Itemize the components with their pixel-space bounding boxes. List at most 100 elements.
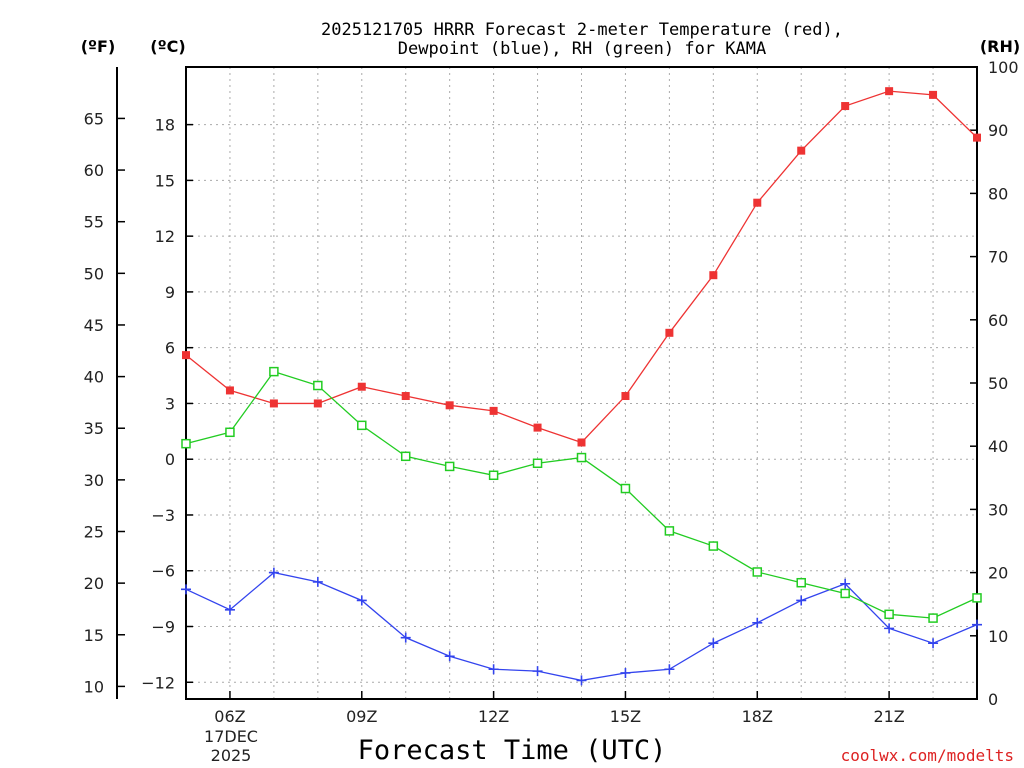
dewpoint-point <box>444 651 455 662</box>
fahrenheit-tick-label: 35 <box>84 419 104 438</box>
rh-point <box>664 526 675 536</box>
celsius-tick-label: 9 <box>165 283 175 302</box>
rh-point <box>840 588 850 599</box>
rh-point <box>972 593 982 603</box>
dewpoint-point <box>708 638 719 649</box>
data-series <box>181 87 982 686</box>
dewpoint-point <box>532 666 543 677</box>
celsius-tick-label: 0 <box>165 450 175 469</box>
celsius-tick-label: 6 <box>165 339 175 358</box>
celsius-tick-label: 15 <box>155 171 175 190</box>
dewpoint-point <box>488 664 499 675</box>
celsius-unit-label: (ºC) <box>150 37 185 56</box>
rh-point <box>576 452 587 463</box>
temperature-point <box>577 438 586 447</box>
rh-point <box>225 427 235 438</box>
temperature-point <box>665 328 674 337</box>
temperature-point <box>885 87 894 96</box>
rh-unit-label: (RH) <box>980 37 1020 56</box>
x-tick-label: 18Z <box>742 707 773 726</box>
rh-point <box>400 451 411 462</box>
fahrenheit-tick-label: 40 <box>84 368 104 387</box>
axes: 10 15 20 25 30 35 40 45 50 55 60 65 −12 −9 −6 −3 0 3 6 9 12 1… <box>84 58 1019 726</box>
rh-point <box>488 470 499 481</box>
rh-tick-label: 90 <box>988 121 1008 140</box>
temperature-point <box>621 392 630 401</box>
grid-lines <box>186 67 977 699</box>
rh-point <box>444 461 455 472</box>
dewpoint-point <box>796 595 807 606</box>
rh-point <box>928 613 938 623</box>
fahrenheit-tick-label: 45 <box>84 316 104 335</box>
fahrenheit-tick-label: 50 <box>84 264 104 283</box>
rh-tick-label: 20 <box>988 564 1008 583</box>
x-tick-label: 21Z <box>873 707 904 726</box>
x-axis-label: Forecast Time (UTC) <box>358 735 667 766</box>
rh-point <box>269 366 279 377</box>
x-tick-label: 15Z <box>610 707 641 726</box>
dewpoint-point <box>752 617 763 628</box>
temperature-point <box>841 102 850 111</box>
temperature-point <box>973 133 981 142</box>
temperature-point <box>533 423 542 432</box>
rh-point <box>620 483 631 494</box>
fahrenheit-tick-label: 25 <box>84 522 104 541</box>
rh-point <box>181 438 191 449</box>
rh-tick-label: 0 <box>988 690 998 709</box>
dewpoint-point <box>620 667 631 678</box>
rh-tick-label: 70 <box>988 248 1008 267</box>
dewpoint-point <box>840 578 851 589</box>
rh-point <box>752 567 763 577</box>
celsius-tick-label: −6 <box>151 562 175 581</box>
date-label-day: 17DEC <box>204 727 258 746</box>
temperature-point <box>709 271 718 280</box>
rh-point <box>313 380 323 391</box>
rh-point <box>884 609 894 620</box>
rh-point <box>357 420 367 431</box>
temperature-point <box>753 198 762 207</box>
fahrenheit-tick-label: 15 <box>84 626 104 645</box>
credit-link[interactable]: coolwx.com/modelts <box>841 746 1014 765</box>
fahrenheit-tick-label: 60 <box>84 161 104 180</box>
celsius-tick-label: 3 <box>165 394 175 413</box>
rh-tick-label: 50 <box>988 374 1008 393</box>
celsius-tick-label: −9 <box>151 618 175 637</box>
celsius-tick-label: 18 <box>155 116 175 135</box>
fahrenheit-tick-label: 65 <box>84 109 104 128</box>
temperature-point <box>269 399 278 408</box>
dewpoint-point <box>928 638 939 649</box>
dewpoint-point <box>224 604 235 615</box>
temperature-point <box>182 351 190 360</box>
celsius-tick-label: −3 <box>151 506 175 525</box>
fahrenheit-tick-label: 10 <box>84 677 104 696</box>
x-tick-label: 12Z <box>478 707 509 726</box>
rh-tick-label: 10 <box>988 627 1008 646</box>
chart-title-line-1: 2025121705 HRRR Forecast 2-meter Tempera… <box>321 20 843 40</box>
fahrenheit-tick-label: 20 <box>84 574 104 593</box>
temperature-point <box>401 392 410 401</box>
dewpoint-point <box>400 632 411 643</box>
rh-tick-label: 80 <box>988 184 1008 203</box>
fahrenheit-tick-label: 30 <box>84 471 104 490</box>
rh-tick-label: 30 <box>988 500 1008 519</box>
celsius-tick-label: 12 <box>155 227 175 246</box>
rh-tick-label: 40 <box>988 437 1008 456</box>
dewpoint-point <box>884 623 895 634</box>
temperature-point <box>489 406 498 415</box>
x-tick-label: 06Z <box>214 707 245 726</box>
dewpoint-point <box>972 619 982 630</box>
dewpoint-point <box>356 595 367 606</box>
temperature-point <box>313 399 322 408</box>
fahrenheit-unit-label: (ºF) <box>81 37 116 56</box>
fahrenheit-tick-label: 55 <box>84 213 104 232</box>
temperature-point <box>225 386 234 395</box>
rh-tick-label: 60 <box>988 311 1008 330</box>
rh-tick-label: 100 <box>988 58 1019 77</box>
celsius-tick-label: −12 <box>141 673 175 692</box>
dewpoint-point <box>268 567 279 578</box>
dewpoint-point <box>312 576 323 587</box>
temperature-point <box>929 90 938 99</box>
temperature-point <box>357 382 366 391</box>
rh-point <box>708 541 719 551</box>
